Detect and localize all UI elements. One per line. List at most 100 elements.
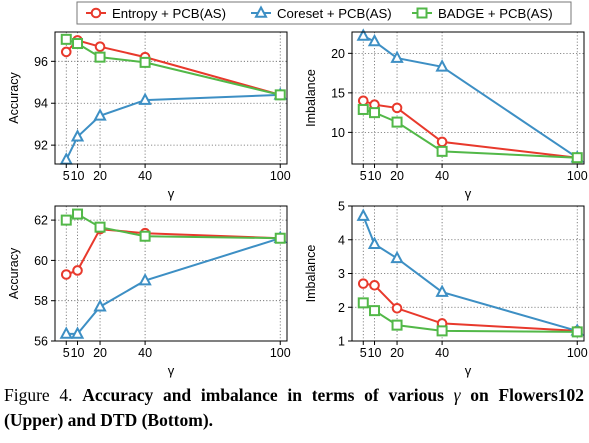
- data-point: [391, 302, 403, 314]
- data-point: [367, 236, 382, 249]
- legend: Entropy + PCB(AS) Coreset + PCB(AS) BADGE …: [76, 1, 572, 25]
- legend-marker: [90, 7, 102, 19]
- series-badge-pcb-as: [60, 33, 286, 101]
- data-point: [357, 95, 369, 107]
- caption-figure-label: Figure 4.: [4, 385, 73, 405]
- data-point: [70, 326, 85, 339]
- y-tick-label: 58: [34, 294, 48, 308]
- legend-frame: [76, 1, 572, 25]
- data-point: [60, 46, 72, 58]
- x-tick-label: 100: [270, 169, 291, 183]
- data-point: [72, 265, 83, 276]
- x-tick-label: 40: [138, 169, 152, 183]
- caption-gamma-symbol: γ: [453, 385, 461, 405]
- x-tick-label: 100: [567, 346, 588, 360]
- y-tick-label: 10: [331, 126, 345, 140]
- plot-frame: [54, 205, 288, 342]
- data-point: [436, 136, 448, 148]
- y-tick-label: 4: [338, 233, 345, 247]
- y-tick-label: 62: [34, 214, 48, 228]
- y-tick-label: 56: [34, 335, 48, 349]
- x-axis-label: γ: [168, 363, 175, 378]
- y-tick-label: 96: [34, 55, 48, 69]
- data-point: [356, 28, 370, 41]
- data-point: [391, 102, 403, 114]
- y-axis-label: Imbalance: [304, 245, 318, 303]
- series-coreset-pcb-as: [59, 87, 287, 165]
- x-tick-label: 100: [567, 169, 588, 183]
- data-point: [138, 272, 152, 286]
- data-point: [70, 129, 85, 142]
- series-badge-pcb-as: [357, 103, 583, 164]
- y-tick-label: 94: [34, 97, 48, 111]
- series-badge-pcb-as: [60, 208, 286, 244]
- data-point: [94, 51, 106, 63]
- data-point: [139, 230, 151, 242]
- y-tick-label: 60: [34, 254, 48, 268]
- x-tick-label: 20: [390, 169, 404, 183]
- data-point: [436, 145, 448, 157]
- x-axis-label: γ: [168, 186, 175, 201]
- data-point: [357, 278, 369, 289]
- x-axis-label: γ: [465, 186, 472, 201]
- y-tick-label: 15: [331, 86, 345, 100]
- data-point: [274, 89, 286, 101]
- plot-frame: [351, 31, 585, 165]
- data-point: [60, 33, 72, 45]
- legend-marker: [254, 5, 268, 18]
- figure-caption: Figure 4. Accuracy and imbalance in term…: [4, 383, 584, 433]
- data-point: [369, 280, 380, 291]
- data-point: [357, 297, 369, 309]
- x-tick-label: 20: [93, 169, 107, 183]
- data-point: [72, 38, 84, 50]
- data-point: [138, 92, 152, 105]
- y-tick-label: 2: [338, 301, 345, 315]
- series-coreset-pcb-as: [356, 208, 584, 336]
- caption-bold-text-1: Accuracy and imbalance in terms of vario…: [82, 385, 444, 405]
- legend-marker: [416, 7, 428, 19]
- x-tick-label: 10: [368, 346, 382, 360]
- data-point: [59, 152, 73, 165]
- data-point: [435, 284, 449, 297]
- y-axis-label: Accuracy: [7, 72, 21, 124]
- legend-item-badge-pcb-as: BADGE + PCB(AS): [412, 6, 553, 21]
- chart-panel-bottom-left: 5 10 20 40 100 56 58 60 62 γ Accuracy: [7, 205, 291, 378]
- y-axis-label: Accuracy: [7, 247, 21, 299]
- data-point: [94, 41, 106, 52]
- x-axis-label: γ: [465, 363, 472, 378]
- data-point: [59, 326, 73, 339]
- y-tick-label: 20: [331, 47, 345, 61]
- data-point: [390, 250, 404, 264]
- data-point: [391, 319, 403, 331]
- plot-frame: [54, 31, 288, 165]
- data-point: [369, 107, 381, 119]
- series-entropy-pcb-as: [60, 35, 286, 101]
- data-point: [369, 305, 381, 317]
- data-point: [391, 116, 403, 128]
- data-point: [356, 208, 370, 221]
- data-point: [274, 232, 286, 244]
- data-point: [93, 299, 107, 312]
- y-axis-label: Imbalance: [304, 69, 318, 127]
- legend-label: Coreset + PCB(AS): [277, 6, 392, 21]
- y-tick-label: 92: [34, 139, 48, 153]
- series-badge-pcb-as: [357, 297, 583, 338]
- caption-bold-text-2: on Flowers102 (Upper) and DTD (Bottom).: [4, 385, 585, 430]
- x-tick-label: 5: [63, 169, 70, 183]
- x-tick-label: 10: [71, 169, 85, 183]
- legend-label: Entropy + PCB(AS): [112, 6, 226, 21]
- x-tick-label: 100: [270, 346, 291, 360]
- data-point: [571, 326, 583, 338]
- data-point: [139, 56, 151, 68]
- data-point: [72, 208, 84, 220]
- y-tick-label: 1: [338, 335, 345, 349]
- y-tick-label: 3: [338, 267, 345, 281]
- legend-item-coreset-pcb-as: Coreset + PCB(AS): [251, 5, 392, 21]
- data-point: [435, 59, 449, 72]
- legend-item-entropy-pcb-as: Entropy + PCB(AS): [86, 6, 226, 21]
- x-tick-label: 5: [360, 169, 367, 183]
- legend-label: BADGE + PCB(AS): [438, 6, 553, 21]
- data-point: [60, 269, 72, 280]
- x-tick-label: 40: [138, 346, 152, 360]
